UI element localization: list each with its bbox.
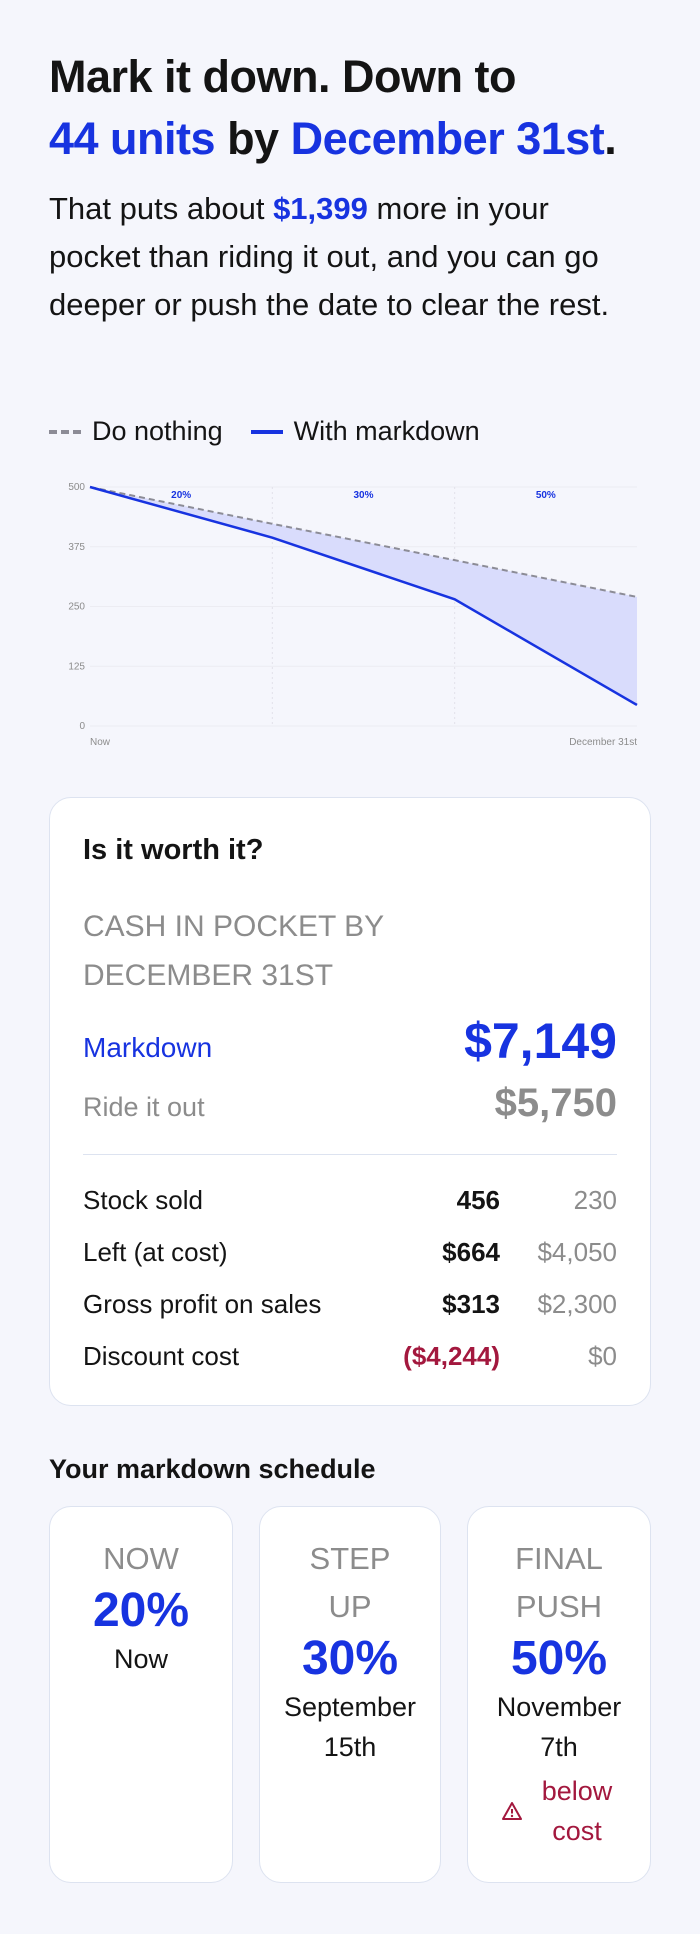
- y-tick-label: 0: [79, 721, 85, 732]
- schedule-card: NOW 20% Now: [49, 1506, 233, 1883]
- markdown-label: Markdown: [83, 1032, 213, 1063]
- summary-lead: That puts about: [49, 191, 265, 226]
- phase-label: 30%: [353, 490, 373, 501]
- legend-swatch: [250, 429, 283, 434]
- step-date: Now: [113, 1644, 168, 1674]
- phase-label: 20%: [171, 490, 191, 501]
- warning-text: below cost: [541, 1776, 613, 1846]
- row-markdown: 456: [456, 1185, 500, 1215]
- step-label: STEP UP: [309, 1541, 391, 1624]
- row-label: Gross profit on sales: [83, 1289, 322, 1319]
- worth-card: Is it worth it? CASH IN POCKET BY DECEMB…: [49, 797, 651, 1406]
- schedule-card: FINAL PUSH 50% November 7th below cost: [467, 1506, 651, 1883]
- row-label: Left (at cost): [83, 1237, 228, 1267]
- table-row: Gross profit on sales $313 $2,300: [83, 1284, 617, 1324]
- ride-label: Ride it out: [83, 1092, 205, 1122]
- headline-units: 44 units: [49, 113, 216, 164]
- gap-area: [90, 487, 637, 705]
- step-percent: 50%: [510, 1632, 608, 1685]
- row-label: Discount cost: [83, 1341, 240, 1371]
- step-label: NOW: [103, 1541, 179, 1576]
- headline-end: .: [604, 113, 617, 164]
- table-row: Left (at cost) $664 $4,050: [83, 1232, 617, 1272]
- row-ride: 230: [573, 1185, 617, 1215]
- series-line: [89, 486, 638, 598]
- legend-swatch: [49, 429, 81, 434]
- row-ride: $0: [588, 1341, 617, 1371]
- warning: below cost: [468, 1771, 650, 1851]
- summary: That puts about $1,399 more in your pock…: [49, 185, 639, 329]
- y-tick-label: 250: [68, 602, 85, 613]
- row-markdown: $664: [442, 1237, 500, 1267]
- step-date: September 15th: [283, 1692, 417, 1762]
- headline-date: December 31st: [290, 113, 605, 164]
- schedule-title: Your markdown schedule: [49, 1454, 376, 1484]
- warning-icon: [502, 1802, 522, 1820]
- headline-line: Mark it down. Down to: [49, 51, 516, 102]
- phase-label: 50%: [536, 490, 556, 501]
- y-tick-label: 500: [68, 482, 85, 493]
- schedule-card: STEP UP 30% September 15th: [259, 1506, 441, 1883]
- divider: [83, 1154, 617, 1155]
- row-ride: $4,050: [537, 1237, 617, 1267]
- table-row: Discount cost ($4,244) $0: [83, 1336, 617, 1376]
- y-tick-label: 125: [68, 661, 85, 672]
- row-markdown: $313: [442, 1289, 500, 1319]
- row-label: Stock sold: [83, 1185, 203, 1215]
- headline: Mark it down. Down to 44 units by Decemb…: [49, 46, 617, 170]
- step-label: FINAL PUSH: [515, 1541, 603, 1624]
- step-percent: 30%: [301, 1632, 399, 1685]
- summary-amount: $1,399: [273, 191, 368, 226]
- row-markdown: ($4,244): [403, 1341, 500, 1371]
- x-tick-label: December 31st: [569, 737, 637, 748]
- markdown-value: $7,149: [464, 1013, 617, 1069]
- series-line: [89, 485, 638, 707]
- chart: 0 125 250 375 500 Now December 31st 20% 30% 50%: [68, 482, 638, 748]
- table-row: Stock sold 456 230: [83, 1180, 617, 1220]
- ride-value: $5,750: [494, 1081, 617, 1125]
- legend-label: With markdown: [293, 416, 480, 446]
- summary-rest: more in your pocket than riding it out, …: [49, 191, 610, 322]
- x-tick-label: Now: [90, 737, 111, 748]
- step-percent: 20%: [92, 1584, 190, 1637]
- legend: Do nothing With markdown: [49, 416, 480, 447]
- legend-label: Do nothing: [92, 416, 223, 446]
- row-ride: $2,300: [537, 1289, 617, 1319]
- headline-by: by: [227, 113, 279, 164]
- y-tick-label: 375: [68, 542, 85, 553]
- card-title: Is it worth it?: [83, 834, 264, 866]
- step-date: November 7th: [496, 1692, 622, 1762]
- cash-label: CASH IN POCKET BY DECEMBER 31ST: [83, 910, 384, 992]
